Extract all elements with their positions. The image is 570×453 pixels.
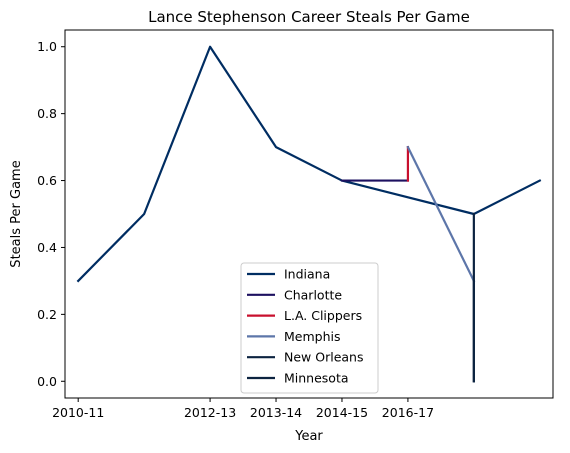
legend-items: Indiana Charlotte L.A. Clippers Memphis New … — [247, 267, 363, 386]
chart-title: Lance Stephenson Career Steals Per Game — [148, 8, 470, 26]
legend: Indiana Charlotte L.A. Clippers Memphis New … — [240, 262, 379, 394]
legend-frame — [240, 262, 379, 394]
x-tick-label: 2014-15 — [316, 405, 368, 420]
legend-label: Memphis — [284, 329, 341, 344]
x-tick-label: 2016-17 — [382, 405, 434, 420]
y-tick-label: 0.2 — [37, 307, 57, 322]
legend-label: Charlotte — [284, 287, 342, 302]
x-axis-ticks: 2010-11 2012-13 2013-14 2014-15 2016-17 — [52, 398, 434, 420]
x-tick-label: 2012-13 — [184, 405, 236, 420]
x-tick-label: 2013-14 — [250, 405, 302, 420]
y-tick-label: 0.0 — [37, 374, 57, 389]
y-axis-title: Steals Per Game — [9, 160, 24, 267]
plot-area-frame — [64, 29, 554, 399]
x-axis-title: Year — [294, 429, 323, 444]
series-line-memphis — [406, 145, 476, 283]
y-tick-label: 0.6 — [37, 173, 57, 188]
legend-label: L.A. Clippers — [284, 308, 362, 323]
y-tick-label: 1.0 — [37, 39, 57, 54]
legend-label: New Orleans — [284, 350, 363, 365]
legend-label: Minnesota — [284, 371, 349, 386]
plot-lines — [76, 45, 542, 383]
y-tick-label: 0.4 — [37, 240, 57, 255]
y-axis-ticks: 0.0 0.2 0.4 0.6 0.8 1.0 — [37, 39, 65, 389]
y-tick-label: 0.8 — [37, 106, 57, 121]
x-tick-label: 2010-11 — [52, 405, 104, 420]
legend-label: Indiana — [284, 267, 330, 282]
